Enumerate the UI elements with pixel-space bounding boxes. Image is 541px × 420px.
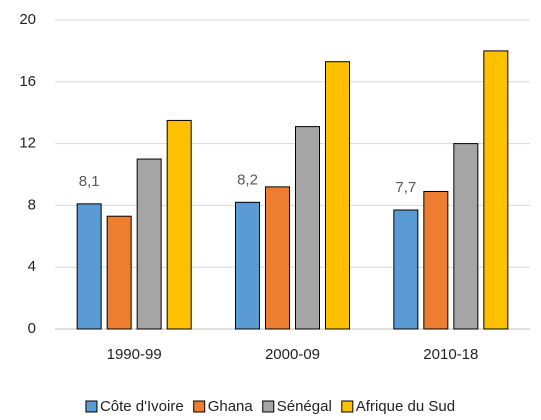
x-tick-label: 2000-09 xyxy=(265,346,320,363)
x-tick-label: 2010-18 xyxy=(423,346,478,363)
legend-swatch xyxy=(262,400,275,413)
bar xyxy=(483,50,509,330)
y-tick-label: 8 xyxy=(28,196,36,213)
bar xyxy=(325,61,350,330)
y-tick-label: 20 xyxy=(19,11,36,28)
bar xyxy=(235,201,260,330)
legend-swatch xyxy=(341,400,354,413)
data-label: 8,1 xyxy=(79,173,100,190)
y-tick-label: 0 xyxy=(28,320,36,337)
data-label: 8,2 xyxy=(237,171,258,188)
bar xyxy=(106,215,132,330)
bar xyxy=(393,209,419,330)
legend-swatch xyxy=(85,400,98,413)
y-tick-label: 4 xyxy=(28,258,36,275)
legend-label: Ghana xyxy=(208,398,254,415)
x-tick-label: 1990-99 xyxy=(107,346,162,363)
bar xyxy=(295,126,320,330)
bar xyxy=(453,143,479,330)
y-tick-label: 12 xyxy=(19,135,36,152)
bar xyxy=(423,190,449,330)
y-tick-label: 16 xyxy=(19,73,36,90)
legend-label: Sénégal xyxy=(277,398,332,415)
legend-label: Afrique du Sud xyxy=(356,398,455,415)
bar xyxy=(265,186,290,330)
data-label: 7,7 xyxy=(395,179,416,196)
bar xyxy=(136,158,162,330)
legend-label: Côte d'Ivoire xyxy=(100,398,184,415)
bar xyxy=(76,203,102,330)
legend-swatch xyxy=(193,400,206,413)
bar xyxy=(166,119,192,330)
